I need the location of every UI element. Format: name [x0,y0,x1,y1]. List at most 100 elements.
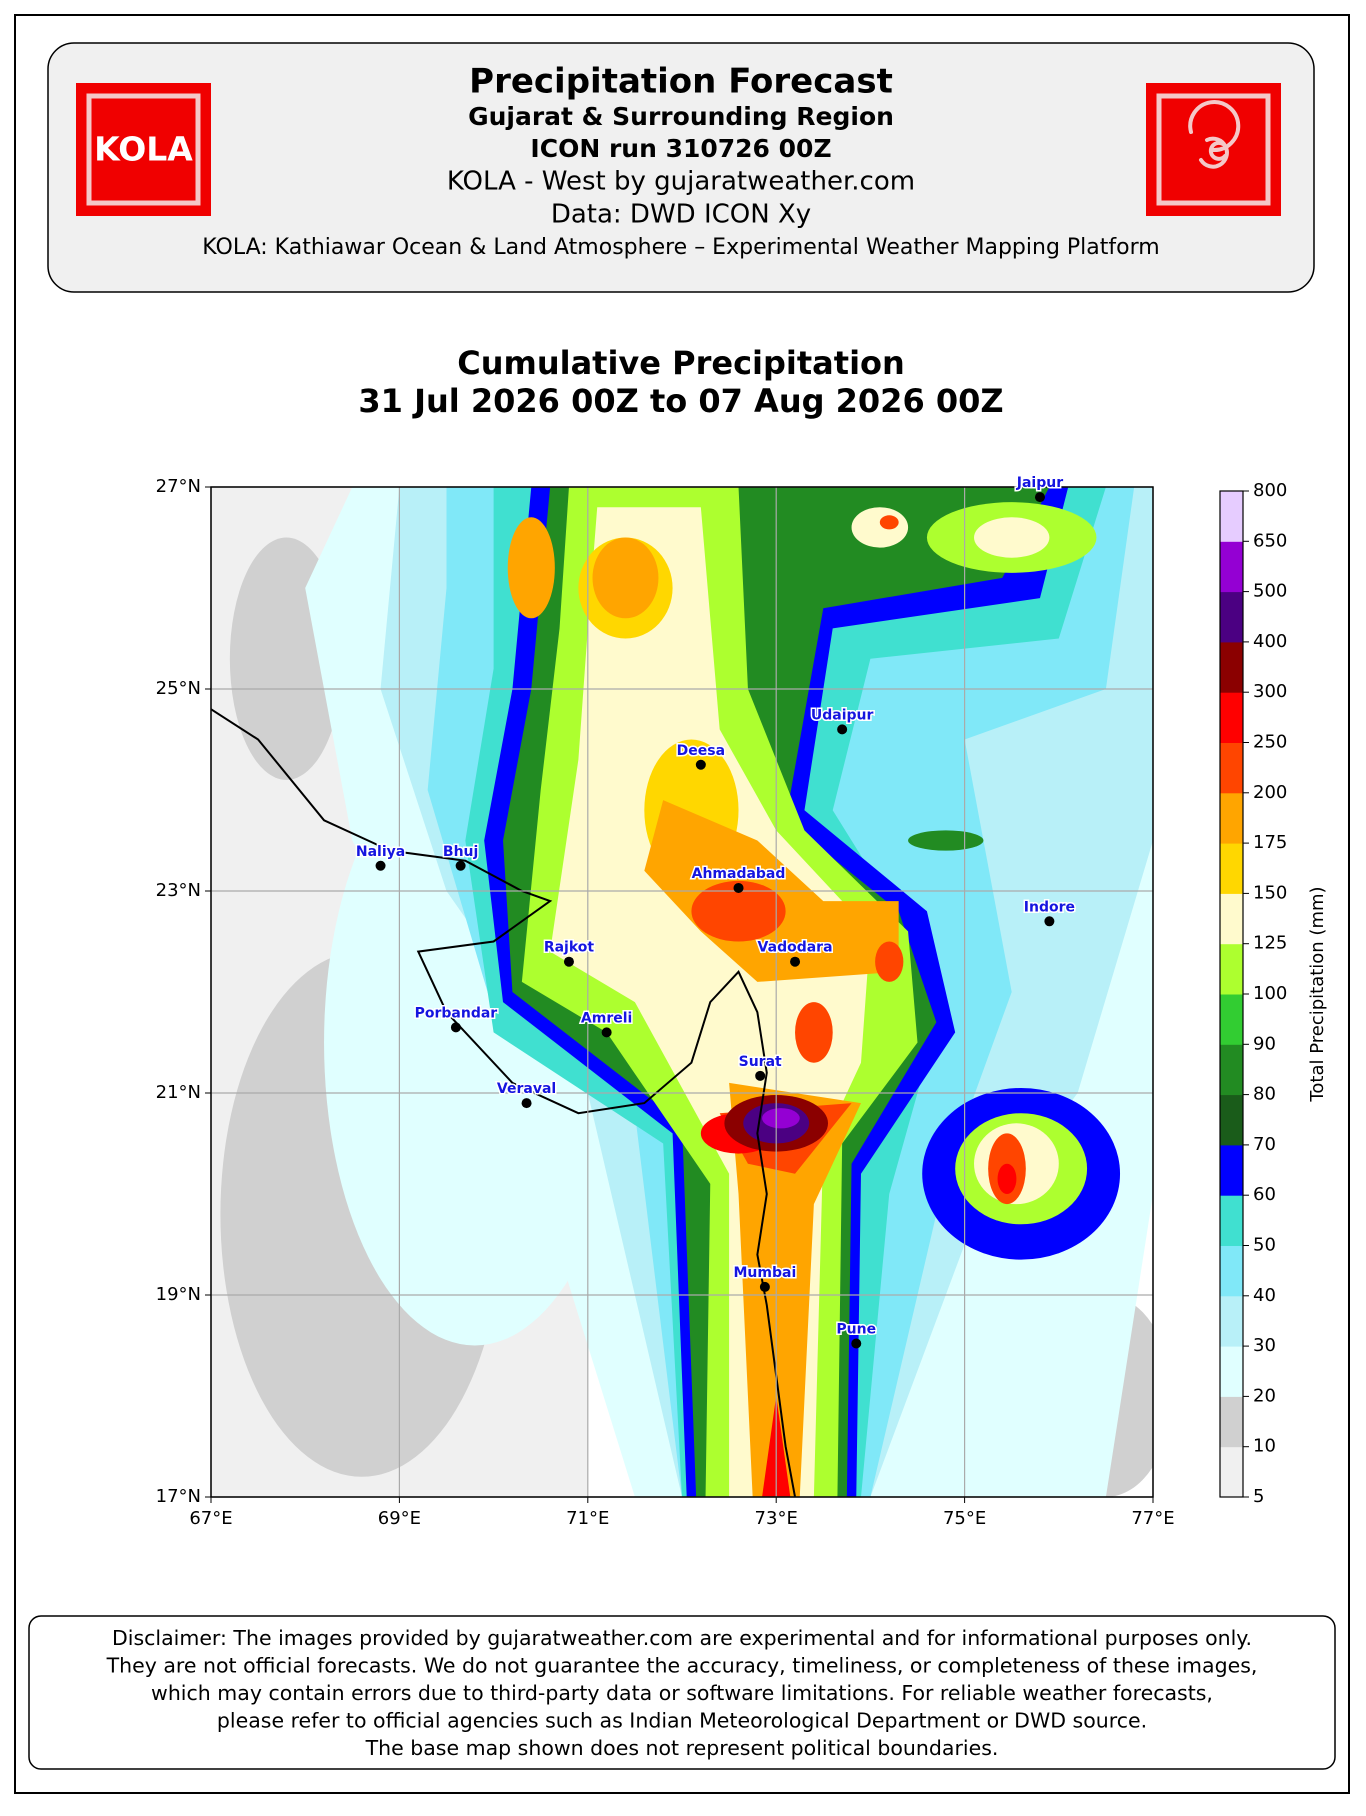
colorbar-segment [1220,1144,1243,1196]
precip-area [879,515,899,530]
colorbar-tick-label: 5 [1253,1486,1264,1507]
y-tick-label: 21°N [156,1082,201,1103]
city-marker [1044,916,1055,927]
disclaimer-line: which may contain errors due to third-pa… [151,1681,1213,1705]
header-title: Precipitation Forecast [469,62,893,102]
x-tick-label: 77°E [1131,1508,1174,1529]
city-label: Jaipur [1016,475,1063,491]
city-label: Mumbai [734,1265,797,1281]
colorbar-segment [1220,591,1243,643]
colorbar-tick-label: 90 [1253,1033,1276,1054]
header-platform: KOLA: Kathiawar Ocean & Land Atmosphere … [202,235,1159,260]
colorbar-tick-label: 500 [1253,581,1287,602]
city-label: Veraval [497,1081,556,1097]
colorbar-segment [1220,893,1243,945]
colorbar-tick-label: 400 [1253,631,1287,652]
colorbar-tick-label: 50 [1253,1235,1276,1256]
plot-border [210,486,1154,1498]
header-box [47,42,1315,293]
x-tick-label: 67°E [189,1508,232,1529]
colorbar-segment [1220,1195,1243,1246]
colorbar-tick-label: 100 [1253,983,1287,1004]
colorbar-segment [1220,1044,1243,1096]
y-tick-label: 25°N [156,678,201,699]
x-tick-label: 69°E [378,1508,421,1529]
colorbar-tick-label: 80 [1253,1084,1276,1105]
city-marker [601,1027,612,1038]
precip-area [762,1108,800,1129]
coastline [211,708,797,1497]
map-title: Cumulative Precipitation [457,344,905,382]
precip-area [507,517,555,619]
city-marker [759,1281,770,1292]
precip-area [974,517,1050,558]
city-label: Deesa [677,743,725,759]
disclaimer-line: Disclaimer: The images provided by gujar… [112,1626,1252,1650]
precip-area [795,1002,833,1063]
y-tick-label: 23°N [156,880,201,901]
left-logo: KOLA [76,83,211,216]
disclaimer: Disclaimer: The images provided by gujar… [106,1626,1258,1760]
colorbar-segment [1220,1396,1243,1448]
city-marker [1034,492,1045,503]
colorbar-tick-label: 60 [1253,1184,1276,1205]
header-subtitle: Gujarat & Surrounding Region [468,102,894,131]
city-label: Naliya [356,844,405,860]
city-marker [375,860,386,871]
precip-area [875,941,904,982]
precip-area [997,1163,1017,1194]
city-marker [790,956,801,967]
colorbar-segment [1220,1094,1243,1146]
right-logo [1146,83,1281,216]
precip-area [851,507,909,548]
colorbar-tick-label: 175 [1253,832,1287,853]
colorbar-segment [1220,943,1243,995]
colorbar-tick-label: 20 [1253,1385,1276,1406]
colorbar-segment [1220,1346,1243,1397]
colorbar-tick-label: 125 [1253,933,1287,954]
colorbar-segment [1220,792,1243,844]
city-marker [851,1338,862,1349]
colorbar-segment [1220,641,1243,693]
logo-text: KOLA [94,130,193,169]
colorbar-segment [1220,692,1243,743]
header-run: ICON run 310726 00Z [530,134,831,163]
y-tick-label: 19°N [156,1284,201,1305]
map-plot: 67°E 69°E 71°E 73°E 75°E 77°E 17°N 19°N 21°N 23°N… [156,474,1328,1529]
city-label: Pune [836,1321,876,1337]
colorbar-tick-label: 650 [1253,530,1287,551]
colorbar-tick-label: 300 [1253,681,1287,702]
colorbar-tick-label: 70 [1253,1134,1276,1155]
x-tick-label: 71°E [566,1508,609,1529]
city-marker [521,1098,532,1109]
city-label: Indore [1024,899,1075,915]
colorbar-tick-label: 200 [1253,782,1287,803]
colorbar-segment [1220,541,1243,593]
city-label: Vadodara [758,940,833,956]
disclaimer-line: They are not official forecasts. We do n… [106,1654,1258,1678]
colorbar-tick-label: 150 [1253,882,1287,903]
precip-area [908,830,984,851]
city-label: Ahmadabad [692,866,786,882]
city-label: Porbandar [415,1005,498,1021]
colorbar-segment [1220,843,1243,894]
city-label: Udaipur [811,707,874,723]
colorbar-tick-label: 30 [1253,1335,1276,1356]
colorbar-segment [1220,1446,1243,1498]
colorbar-tick-label: 250 [1253,732,1287,753]
city-marker [755,1070,766,1081]
colorbar-segment [1220,1245,1243,1297]
x-tick-label: 73°E [755,1508,798,1529]
disclaimer-box [28,1615,1336,1770]
colorbar-segment [1220,491,1243,542]
disclaimer-line: please refer to official agencies such a… [217,1709,1147,1733]
colorbar-segment [1220,742,1243,794]
y-tick-label: 27°N [156,476,201,497]
y-tick-label: 17°N [156,1486,201,1507]
colorbar-segment [1220,994,1243,1045]
colorbar-tick-label: 40 [1253,1285,1276,1306]
precip-area [691,880,786,942]
precip-field [211,487,1153,1497]
